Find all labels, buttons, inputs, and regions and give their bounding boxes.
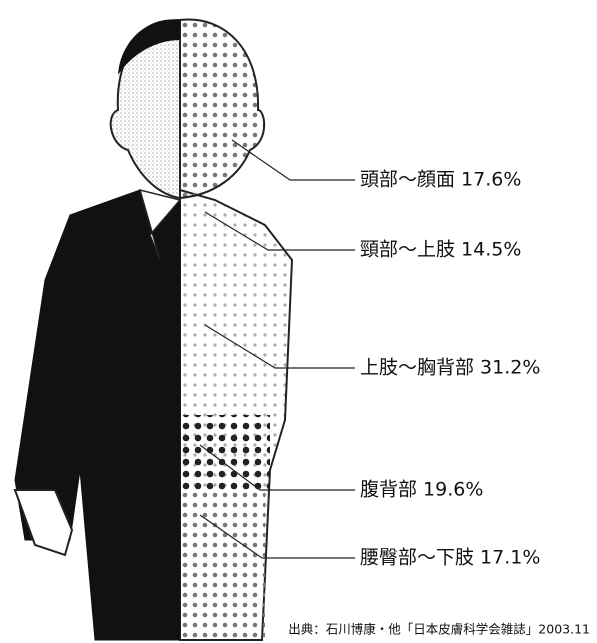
region-label: 頸部〜上肢 14.5% <box>360 239 521 261</box>
region-label: 腹背部 19.6% <box>360 479 483 501</box>
figure <box>15 19 292 640</box>
region-label: 頭部〜顔面 17.6% <box>360 169 521 191</box>
illustration: 頭部〜顔面 17.6% 頸部〜上肢 14.5% 上肢〜胸背部 31.2% 腹背部… <box>0 0 597 643</box>
region-label: 腰臀部〜下肢 17.1% <box>360 547 540 569</box>
region-label: 上肢〜胸背部 31.2% <box>360 357 540 379</box>
source-note: 出典：石川博康・他「日本皮膚科学会雑誌」2003.11 <box>288 622 590 637</box>
